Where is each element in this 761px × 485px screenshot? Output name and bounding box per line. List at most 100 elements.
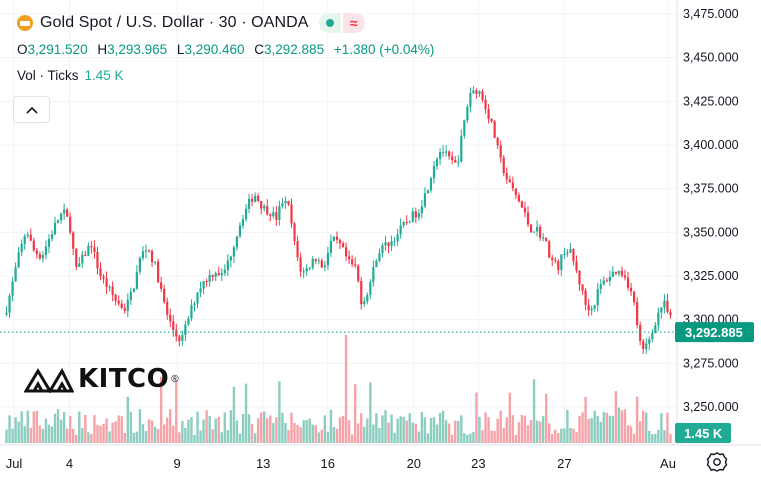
volume-bar xyxy=(62,411,66,443)
market-status[interactable]: ≈ xyxy=(318,13,365,33)
volume-bar xyxy=(72,428,75,443)
candle-body xyxy=(287,201,290,205)
volume-bar xyxy=(654,433,657,443)
volume-bar xyxy=(308,418,311,443)
price-tick-label: 3,250.000 xyxy=(683,400,739,414)
high-value: 3,293.965 xyxy=(107,42,168,57)
candle-body xyxy=(572,249,575,262)
volume-bar xyxy=(314,425,317,443)
volume-bar xyxy=(541,416,545,443)
volume-bar xyxy=(208,415,211,443)
candle-body xyxy=(599,284,602,290)
volume-bar xyxy=(481,429,484,443)
candle-body xyxy=(181,334,184,341)
volume-bar xyxy=(11,428,14,443)
volume-bar xyxy=(638,421,642,443)
volume-bar xyxy=(38,425,42,443)
volume-bar xyxy=(144,431,148,443)
kitco-logo-icon xyxy=(24,367,74,393)
volume-bar xyxy=(320,429,324,443)
volume-bar xyxy=(44,418,48,443)
candle-body xyxy=(560,254,563,270)
candle-body xyxy=(614,271,618,274)
volume-bar xyxy=(305,420,308,443)
candle-body xyxy=(184,324,187,335)
volume-tag-label: 1.45 K xyxy=(684,426,723,441)
candle-body xyxy=(402,222,405,226)
volume-bar xyxy=(645,412,648,443)
candle-body xyxy=(72,232,75,249)
symbol-header[interactable]: Gold Spot / U.S. Dollar · 30 · OANDA ≈ xyxy=(17,13,365,33)
volume-bar xyxy=(496,418,499,443)
volume-bar xyxy=(47,424,51,443)
price-axis[interactable]: 3,475.000 3,450.000 3,425.000 3,400.000 3,37… xyxy=(683,7,739,414)
time-axis[interactable]: Jul 4 9 13 16 20 23 27 Au xyxy=(6,456,676,471)
volume-bar xyxy=(93,415,96,443)
candle-body xyxy=(369,282,372,295)
volume-bar xyxy=(120,416,123,443)
volume-bar xyxy=(426,433,430,443)
candle-body xyxy=(205,281,208,283)
candle-body xyxy=(457,161,460,163)
volume-bar xyxy=(68,415,72,443)
volume-bar xyxy=(344,335,348,443)
volume-bar xyxy=(548,423,551,443)
candle-body xyxy=(157,261,160,283)
volume-bar xyxy=(350,434,354,443)
volume-bar xyxy=(14,417,17,443)
candle-body xyxy=(378,253,381,261)
time-tick-label: 9 xyxy=(174,456,181,471)
candle-body xyxy=(329,240,333,253)
volume-bar xyxy=(363,426,366,443)
candle-body xyxy=(278,206,281,220)
volume-bar xyxy=(293,423,296,443)
candle-body xyxy=(50,234,54,239)
close-value: 3,292.885 xyxy=(264,42,325,57)
candle-body xyxy=(651,332,654,340)
candle-body xyxy=(238,225,242,237)
candle-body xyxy=(11,281,14,296)
candle-body xyxy=(584,290,587,305)
candle-body xyxy=(554,260,557,262)
candle-body xyxy=(187,318,190,325)
volume-bar xyxy=(156,428,160,443)
candle-body xyxy=(247,198,251,209)
candle-body xyxy=(341,243,345,248)
candle-body xyxy=(620,270,624,276)
volume-bar xyxy=(641,410,645,443)
candle-body xyxy=(144,250,148,252)
grid-lines xyxy=(0,0,677,445)
candle-body xyxy=(59,213,63,221)
open-label: O xyxy=(17,42,28,57)
candle-body xyxy=(272,212,275,217)
candle-body xyxy=(481,91,484,100)
candle-body xyxy=(517,195,520,202)
candle-body xyxy=(75,248,78,267)
gear-icon[interactable] xyxy=(706,451,728,473)
collapse-legend-button[interactable] xyxy=(13,96,50,123)
volume-legend[interactable]: Vol · Ticks 1.45 K xyxy=(17,68,124,83)
symbol-title[interactable]: Gold Spot / U.S. Dollar · 30 · OANDA xyxy=(40,14,309,31)
volume-bar xyxy=(29,427,32,443)
volume-bar xyxy=(563,428,566,443)
candle-body xyxy=(169,314,172,322)
candle-body xyxy=(475,90,478,94)
candle-body xyxy=(202,281,205,289)
volume-bar xyxy=(620,410,624,443)
candle-body xyxy=(623,275,627,278)
candle-body xyxy=(193,303,196,306)
volume-bar xyxy=(669,434,672,443)
volume-bar xyxy=(220,432,223,443)
candle-body xyxy=(223,269,226,274)
volume-label: Vol · Ticks xyxy=(17,68,79,83)
volume-bar xyxy=(399,416,402,443)
volume-bar xyxy=(147,419,151,443)
candle-body xyxy=(308,267,311,269)
candle-body xyxy=(87,245,90,256)
price-tick-label: 3,425.000 xyxy=(683,94,739,108)
volume-bar xyxy=(593,410,596,443)
candle-body xyxy=(520,201,524,208)
candle-body xyxy=(41,255,44,259)
candle-body xyxy=(423,193,427,207)
